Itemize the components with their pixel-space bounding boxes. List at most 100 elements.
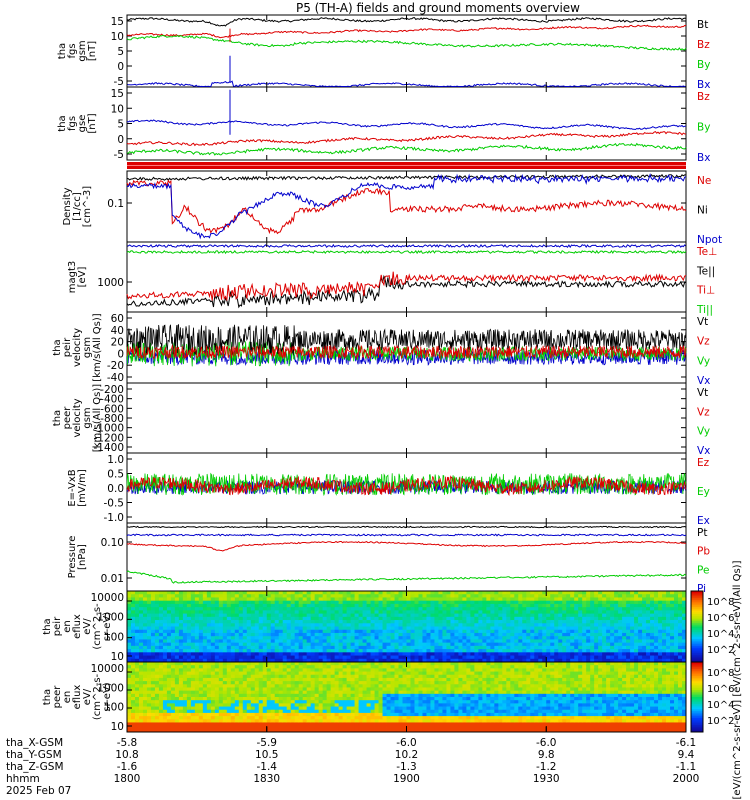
spectrogram-cell	[342, 693, 347, 698]
spectrogram-cell	[398, 591, 403, 595]
spectrogram-cell	[150, 591, 156, 595]
spectrogram-cell	[414, 706, 419, 711]
spectrogram-cell	[334, 712, 340, 717]
spectrogram-cell	[242, 626, 248, 631]
spectrogram-cell	[418, 703, 423, 707]
spectrogram-cell	[262, 603, 268, 608]
spectrogram-cell	[478, 645, 483, 650]
spectrogram-cell	[338, 626, 344, 631]
spectrogram-cell	[234, 591, 240, 595]
spectrogram-cell	[382, 674, 387, 679]
spectrogram-cell	[342, 684, 347, 688]
spectrogram-cell	[518, 649, 523, 653]
spectrogram-cell	[214, 642, 220, 647]
spectrogram-cell	[302, 665, 308, 669]
spectrogram-cell	[162, 607, 168, 611]
spectrogram-cell	[310, 716, 316, 720]
spectrogram-cell	[390, 719, 395, 723]
series-Npot	[126, 173, 687, 240]
spectrogram-cell	[426, 668, 431, 672]
spectrogram-cell	[374, 594, 379, 598]
spectrogram-cell	[174, 690, 180, 695]
spectrogram-cell	[582, 603, 587, 608]
spectrogram-cell	[186, 690, 192, 695]
spectrogram-cell	[506, 620, 511, 624]
spectrogram-cell	[370, 649, 375, 653]
spectrogram-cell	[266, 616, 272, 621]
spectrogram-cell	[542, 591, 547, 595]
spectrogram-cell	[282, 613, 288, 618]
spectrogram-cell	[458, 616, 463, 621]
spectrogram-cell	[350, 728, 355, 733]
spectrogram-cell	[470, 591, 475, 595]
spectrogram-cell	[298, 649, 304, 653]
series-Ne	[126, 179, 687, 235]
spectrogram-cell	[602, 632, 607, 637]
spectrogram-cell	[650, 610, 655, 614]
spectrogram-cell	[366, 697, 371, 701]
spectrogram-cell	[610, 636, 615, 640]
spectrogram-cell	[322, 674, 328, 679]
spectrogram-cell	[294, 649, 300, 653]
spectrogram-cell	[154, 681, 160, 685]
spectrogram-cell	[434, 639, 439, 644]
spectrogram-cell	[286, 677, 292, 682]
ytick-label: -5	[114, 149, 124, 161]
panel-ylabel: fgs	[67, 43, 78, 58]
spectrogram-cell	[442, 642, 447, 647]
spectrogram-cell	[290, 658, 296, 663]
spectrogram-cell	[294, 687, 300, 692]
spectrogram-cell	[422, 722, 427, 727]
spectrogram-cell	[282, 684, 288, 688]
spectrogram-cell	[530, 613, 535, 618]
spectrogram-cell	[234, 703, 240, 707]
spectrogram-cell	[138, 591, 144, 595]
spectrogram-cell	[158, 632, 164, 637]
spectrogram-cell	[574, 658, 579, 663]
spectrogram-cell	[454, 603, 459, 608]
spectrogram-cell	[142, 703, 148, 707]
spectrogram-cell	[158, 700, 164, 704]
spectrogram-cell	[370, 706, 375, 711]
spectrogram-cell	[338, 639, 344, 644]
spectrogram-cell	[326, 629, 332, 634]
spectrogram-cell	[678, 652, 683, 656]
ytick-label: -5	[114, 76, 124, 88]
spectrogram-cell	[406, 700, 411, 704]
spectrogram-cell	[134, 706, 140, 711]
spectrogram-cell	[506, 649, 511, 653]
spectrogram-cell	[414, 652, 419, 656]
spectrogram-cell	[538, 645, 543, 650]
spectrogram-cell	[358, 662, 363, 666]
spectrogram-cell	[182, 671, 188, 676]
spectrogram-cell	[370, 719, 375, 723]
spectrogram-cell	[454, 597, 459, 602]
spectrogram-cell	[166, 645, 172, 650]
spectrogram-cell	[127, 597, 132, 602]
spectrogram-cell	[670, 626, 675, 631]
spectrogram-cell	[426, 655, 431, 660]
spectrogram-cell	[238, 728, 244, 733]
spectrogram-cell	[214, 616, 220, 621]
spectrogram-cell	[350, 655, 355, 660]
spectrogram-cell	[410, 597, 415, 602]
spectrogram-cell	[338, 728, 344, 733]
spectrogram-cell	[558, 600, 563, 605]
spectrogram-cell	[314, 658, 320, 663]
spectrogram-cell	[146, 697, 152, 701]
spectrogram-cell	[550, 652, 555, 656]
spectrogram-cell	[294, 662, 300, 666]
spectrogram-cell	[282, 662, 288, 666]
spectrogram-cell	[198, 671, 204, 676]
spectrogram-cell	[398, 642, 403, 647]
spectrogram-cell	[470, 645, 475, 650]
spectrogram-cell	[338, 652, 344, 656]
spectrogram-cell	[634, 603, 639, 608]
spectrogram-cell	[394, 616, 399, 621]
spectrogram-cell	[314, 671, 320, 676]
spectrogram-cell	[634, 639, 639, 644]
spectrogram-cell	[682, 623, 687, 627]
spectrogram-cell	[330, 652, 336, 656]
spectrogram-cell	[558, 649, 563, 653]
spectrogram-cell	[650, 620, 655, 624]
